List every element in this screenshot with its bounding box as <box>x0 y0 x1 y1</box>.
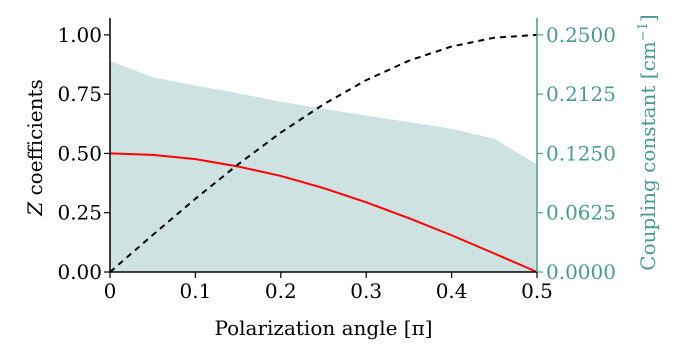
coupling-area <box>110 60 537 272</box>
x-tick-label: 0.5 <box>521 279 553 303</box>
y-tick-label: 1.00 <box>57 23 102 47</box>
y-tick-label: 0.00 <box>57 260 102 284</box>
y-tick-label: 0.25 <box>57 201 102 225</box>
y2-tick-label: 0.0000 <box>546 260 616 284</box>
y2-tick-label: 0.0625 <box>546 201 616 225</box>
x-tick-label: 0 <box>104 279 117 303</box>
y-axis-label-variable: Z <box>23 201 47 217</box>
dashed-series-line <box>109 33 538 273</box>
y-axis-label-rest: coefficients <box>23 79 47 202</box>
y2-axis-label-main: Coupling constant [cm <box>636 41 660 270</box>
x-tick-label: 0.3 <box>350 279 382 303</box>
y2-axis-label-end: ] <box>636 14 660 22</box>
y2-tick-label: 0.2500 <box>546 23 616 47</box>
y-tick-label: 0.75 <box>57 82 102 106</box>
y2-axis-label-superscript: −1 <box>636 22 651 41</box>
x-axis-label: Polarization angle [π] <box>214 316 432 340</box>
y2-tick-label: 0.2125 <box>546 82 616 106</box>
y-axis-label: Z coefficients <box>23 79 47 217</box>
y2-tick-label: 0.1250 <box>546 141 616 165</box>
solid-series-line <box>109 152 538 273</box>
x-tick-label: 0.2 <box>265 279 297 303</box>
x-tick-label: 0.1 <box>179 279 211 303</box>
x-tick-label: 0.4 <box>436 279 468 303</box>
y-tick-label: 0.50 <box>57 141 102 165</box>
y2-axis-label: Coupling constant [cm−1] <box>636 14 660 270</box>
